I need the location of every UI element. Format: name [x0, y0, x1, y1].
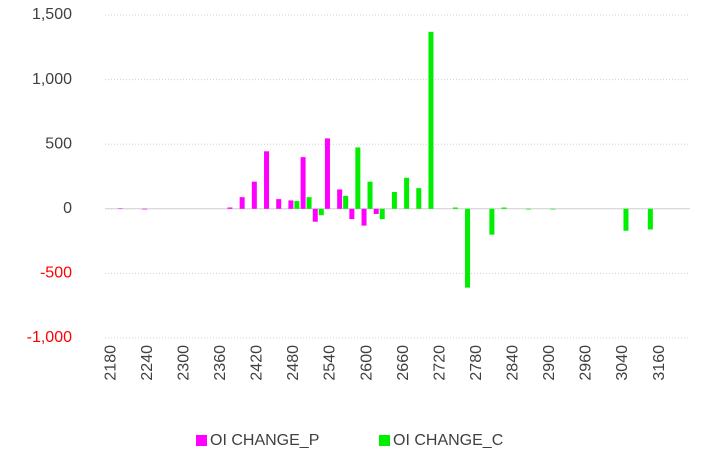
x-tick-label: 3160 [651, 345, 668, 381]
y-tick-label: 1,000 [32, 71, 72, 88]
bar [361, 208, 367, 226]
y-tick-label: 1,500 [32, 6, 72, 23]
bar [489, 208, 495, 235]
legend-swatch [379, 435, 390, 446]
legend-label: OI CHANGE_C [393, 432, 503, 449]
bar [501, 207, 507, 209]
legend-swatch [196, 435, 207, 446]
x-tick-label: 2600 [358, 345, 375, 381]
bar [239, 197, 245, 209]
bar [404, 177, 410, 209]
bar [306, 197, 312, 209]
bar [251, 181, 257, 209]
x-tick-label: 2360 [212, 345, 229, 381]
bar [288, 200, 294, 209]
y-tick-label: 500 [45, 135, 72, 152]
bar [623, 208, 629, 231]
bar [452, 207, 458, 209]
x-tick-label: 2180 [102, 345, 119, 381]
bar [379, 208, 385, 220]
x-tick-label: 2900 [541, 345, 558, 381]
x-tick-label: 2300 [175, 345, 192, 381]
bar [647, 208, 653, 230]
bar [550, 208, 556, 210]
bar [117, 208, 123, 210]
legend-label: OI CHANGE_P [210, 432, 319, 449]
bar [142, 208, 148, 210]
bar [525, 208, 531, 210]
x-tick-label: 2540 [322, 345, 339, 381]
bar [349, 208, 355, 220]
bar [373, 208, 379, 214]
y-tick-label: -1,000 [27, 329, 72, 346]
bar [343, 195, 349, 209]
bar [324, 138, 330, 209]
x-tick-label: 2960 [578, 345, 595, 381]
bar [337, 189, 343, 209]
x-tick-label: 2840 [505, 345, 522, 381]
x-tick-label: 2720 [431, 345, 448, 381]
bar [355, 147, 361, 209]
bar [367, 181, 373, 209]
x-tick-label: 2420 [249, 345, 266, 381]
x-tick-label: 2780 [468, 345, 485, 381]
bar [300, 157, 306, 209]
bar [294, 201, 300, 209]
bar [312, 208, 318, 222]
y-tick-label: 0 [63, 200, 72, 217]
bar [227, 207, 233, 209]
bar [276, 199, 282, 209]
bar [465, 208, 471, 288]
bar [318, 208, 324, 216]
bar [264, 151, 270, 209]
bar [428, 31, 434, 209]
x-tick-label: 2660 [395, 345, 412, 381]
x-tick-label: 2480 [285, 345, 302, 381]
y-tick-label: -500 [40, 265, 72, 282]
x-tick-label: 3040 [614, 345, 631, 381]
x-tick-label: 2240 [139, 345, 156, 381]
bar [416, 188, 422, 209]
bar [391, 192, 397, 209]
